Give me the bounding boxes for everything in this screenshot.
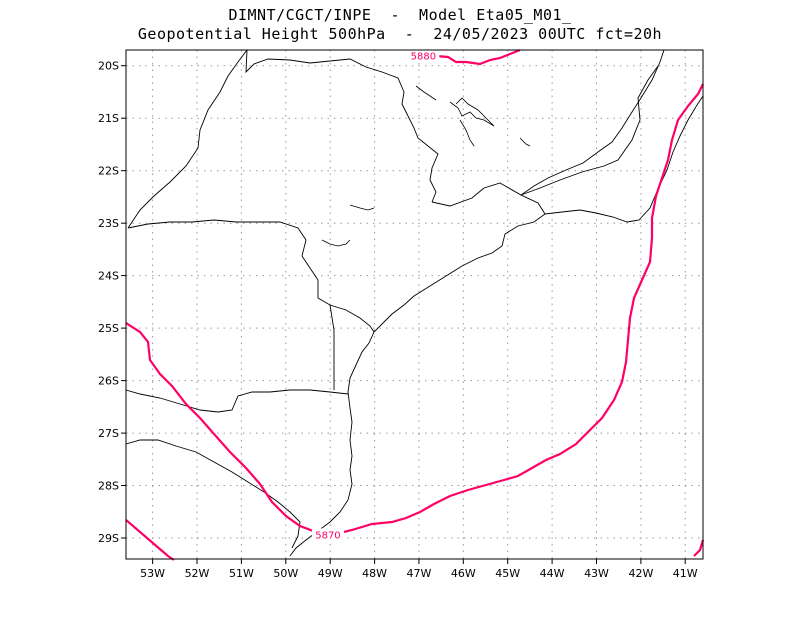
tick-label-lon: 49W xyxy=(318,567,343,580)
title-line-1: DIMNT/CGCT/INPE - Model Eta05_M01_ xyxy=(228,6,572,24)
border-mg-rj xyxy=(431,65,659,207)
tick-label-lat: 25S xyxy=(98,322,119,335)
tick-label-lat: 23S xyxy=(98,217,119,230)
inland-lakes xyxy=(321,85,531,247)
border-sp-pr xyxy=(127,219,375,333)
contour-labels: 5870 5880 xyxy=(311,49,440,541)
border-sc-rs xyxy=(125,439,301,549)
coastline-and-borders xyxy=(125,49,704,557)
coastline xyxy=(289,49,704,557)
contour-5870 xyxy=(125,83,704,537)
tick-label-lat: 20S xyxy=(98,60,119,73)
tick-label-lon: 50W xyxy=(273,567,298,580)
gridlines xyxy=(126,50,703,559)
tick-label-lon: 42W xyxy=(628,567,653,580)
tick-label-lon: 53W xyxy=(140,567,165,580)
tick-label-lon: 51W xyxy=(229,567,254,580)
tick-label-lat: 22S xyxy=(98,165,119,178)
contour-label-bg xyxy=(311,528,344,541)
lake-furnas xyxy=(449,97,495,147)
tick-label-lat: 21S xyxy=(98,112,119,125)
tick-label-lat: 29S xyxy=(98,532,119,545)
contour-5870-se xyxy=(693,539,705,557)
border-mg-sp xyxy=(245,49,439,203)
tick-label-lat: 28S xyxy=(98,480,119,493)
border-pr-west xyxy=(329,304,335,390)
contour-label: 5870 xyxy=(315,530,340,541)
border-ms-sp xyxy=(127,49,248,229)
tick-label-lat: 27S xyxy=(98,427,119,440)
lake-sp-2 xyxy=(321,239,351,247)
contour-5870-sw xyxy=(125,519,175,561)
lake-ne xyxy=(519,137,531,147)
tick-label-lon: 44W xyxy=(540,567,565,580)
latitude-axis: 20S 21S 22S 23S 24S 25S 26S 27S 28S 29S xyxy=(98,60,126,545)
tick-label-lon: 47W xyxy=(406,567,431,580)
tick-label-lon: 52W xyxy=(185,567,210,580)
contour-lines xyxy=(125,48,705,561)
border-sp-rj xyxy=(483,182,522,196)
tick-label-lat: 26S xyxy=(98,375,119,388)
border-pr-sc xyxy=(125,389,349,413)
tick-label-lon: 41W xyxy=(673,567,698,580)
lake-sp-1 xyxy=(349,204,375,211)
contour-label: 5880 xyxy=(411,51,436,62)
tick-label-lon: 43W xyxy=(584,567,609,580)
lake-peixoto xyxy=(415,85,437,101)
tick-label-lon: 46W xyxy=(451,567,476,580)
tick-label-lon: 48W xyxy=(362,567,387,580)
tick-label-lat: 24S xyxy=(98,270,119,283)
contour-label-bg xyxy=(407,49,440,62)
longitude-axis: 53W 52W 51W 50W 49W 48W 47W 46W 45W 44W 43W 42W 41W xyxy=(140,559,698,580)
map-frame xyxy=(125,49,704,560)
tick-label-lon: 45W xyxy=(495,567,520,580)
title-line-2: Geopotential Height 500hPa - 24/05/2023 … xyxy=(137,25,663,43)
